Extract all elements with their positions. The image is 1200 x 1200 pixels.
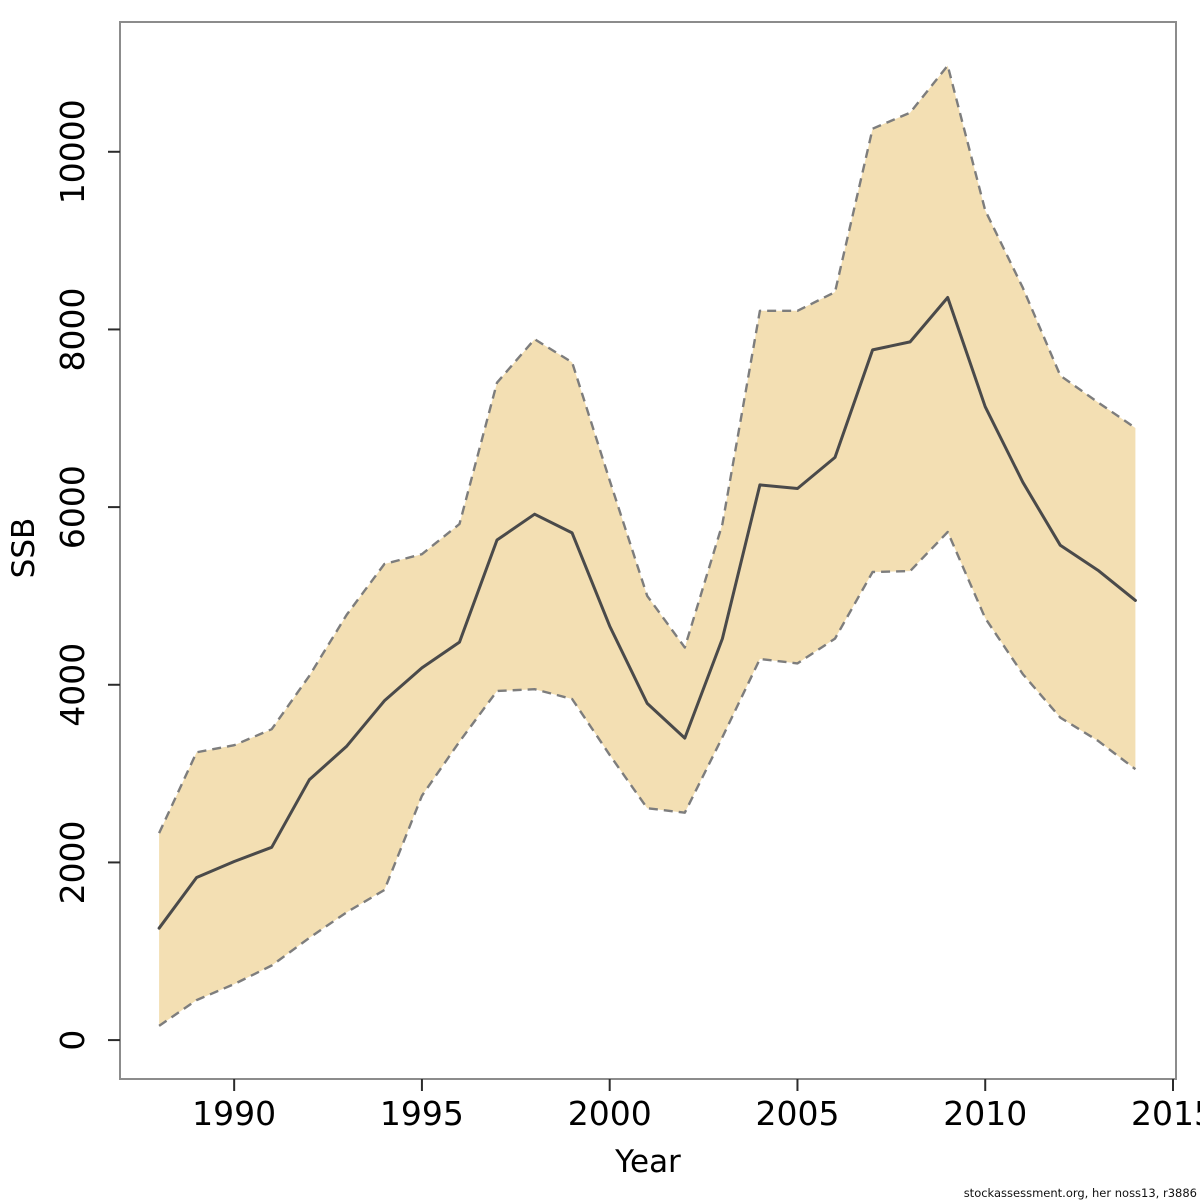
confidence-band-layer (159, 65, 1136, 1026)
y-tick-label: 4000 (53, 643, 92, 727)
plot-box (119, 21, 1177, 1080)
x-tick-label: 2000 (568, 1094, 652, 1133)
x-tick-label: 2015 (1131, 1094, 1200, 1133)
watermark-text: stockassessment.org, her noss13, r3886 (964, 1186, 1197, 1200)
series-line-layer (157, 64, 1137, 1027)
x-axis-label: Year (614, 1144, 681, 1180)
x-tick-label: 2005 (755, 1094, 839, 1133)
y-tick-label: 6000 (53, 465, 92, 549)
confidence-upper-line (158, 64, 1137, 834)
x-tick-label: 1990 (192, 1094, 276, 1133)
x-tick-label: 2010 (943, 1094, 1027, 1133)
y-tick-label: 0 (53, 1030, 92, 1051)
y-tick-label: 2000 (53, 820, 92, 904)
y-tick-label: 10000 (53, 99, 92, 204)
x-tick-label: 1995 (380, 1094, 464, 1133)
y-axis-label: SSB (6, 518, 42, 579)
ssb-estimate-line (157, 296, 1137, 930)
y-tick-label: 8000 (53, 287, 92, 371)
confidence-band (159, 65, 1136, 1026)
axes-layer: 1990 1995 2000 2005 2010 2015 0 2000 4000 6000 800… (53, 21, 1200, 1133)
